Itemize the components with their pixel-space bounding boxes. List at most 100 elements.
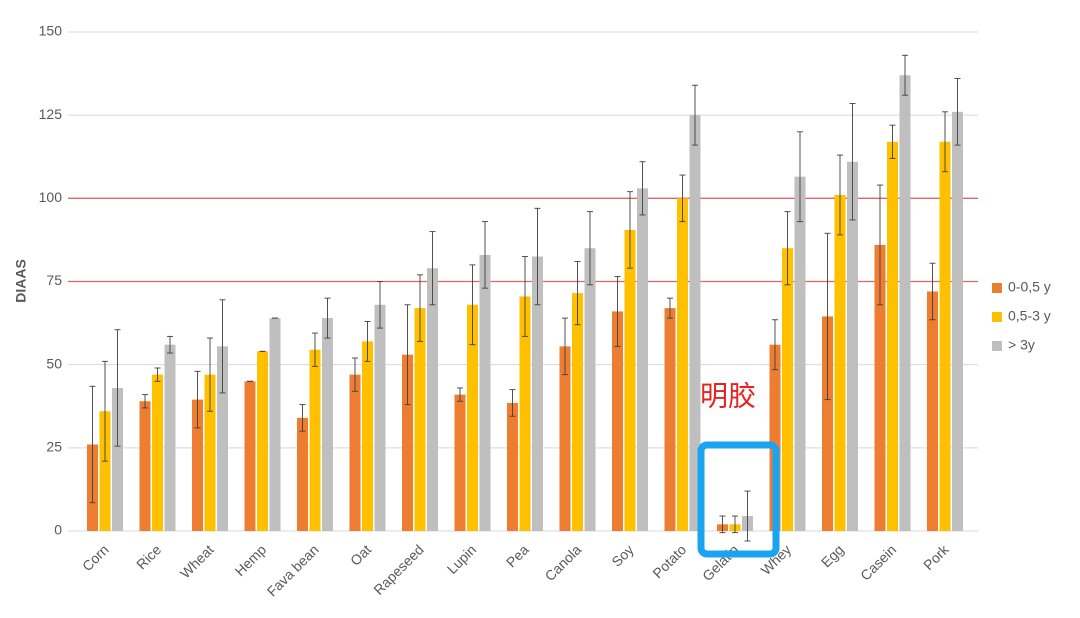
bar bbox=[519, 296, 531, 531]
x-tick-label: Pork bbox=[920, 541, 952, 573]
legend-label: 0-0,5 y bbox=[1008, 279, 1051, 295]
y-tick-label: 75 bbox=[46, 272, 62, 288]
error-bar bbox=[639, 161, 646, 216]
legend-swatch bbox=[992, 341, 1002, 351]
bar bbox=[192, 399, 203, 531]
bar bbox=[269, 318, 281, 531]
bar bbox=[244, 381, 256, 531]
x-tick-label: Canola bbox=[542, 541, 585, 584]
bar bbox=[637, 188, 648, 531]
error-bar bbox=[732, 515, 738, 534]
bar bbox=[952, 111, 963, 531]
legend-swatch bbox=[992, 283, 1002, 293]
bar bbox=[152, 374, 163, 531]
bar bbox=[612, 311, 623, 531]
error-bar bbox=[102, 360, 108, 462]
bar bbox=[349, 374, 361, 531]
y-tick-label: 125 bbox=[39, 106, 63, 122]
error-bar bbox=[299, 404, 306, 432]
error-bar bbox=[837, 154, 843, 236]
error-bar bbox=[142, 394, 148, 409]
error-bar bbox=[849, 103, 856, 221]
error-bar bbox=[692, 84, 698, 146]
error-bar bbox=[194, 370, 201, 429]
bar bbox=[532, 256, 543, 531]
bar bbox=[899, 75, 911, 531]
bar bbox=[834, 195, 846, 532]
legend-label: 0,5-3 y bbox=[1008, 308, 1051, 324]
error-bar bbox=[417, 274, 423, 342]
bar bbox=[677, 198, 688, 532]
error-bar bbox=[772, 319, 778, 371]
error-bar bbox=[429, 231, 436, 306]
error-bar bbox=[457, 387, 463, 402]
bar bbox=[769, 344, 781, 531]
error-bar bbox=[509, 389, 516, 417]
error-bar bbox=[942, 111, 948, 173]
bar bbox=[822, 316, 833, 531]
bar bbox=[467, 304, 478, 531]
x-tick-label: Wheat bbox=[177, 541, 217, 581]
error-bar bbox=[719, 515, 726, 534]
bar bbox=[939, 141, 951, 531]
x-tick-label: Pea bbox=[503, 541, 532, 570]
bar bbox=[847, 161, 858, 532]
error-bar bbox=[404, 304, 411, 406]
bar bbox=[164, 344, 176, 531]
error-bar bbox=[219, 299, 226, 394]
bar bbox=[297, 417, 308, 531]
bar bbox=[217, 346, 228, 531]
y-axis-label: DIAAS bbox=[13, 259, 29, 303]
x-tick-label: Rice bbox=[133, 541, 164, 572]
error-bar bbox=[562, 317, 568, 376]
bar bbox=[689, 115, 701, 532]
bar bbox=[362, 341, 373, 531]
error-bar bbox=[207, 337, 213, 412]
x-tick-label: Egg bbox=[818, 541, 847, 570]
bar bbox=[794, 176, 806, 531]
legend-swatch bbox=[992, 312, 1002, 322]
y-tick-label: 100 bbox=[39, 189, 63, 205]
bar bbox=[99, 411, 111, 531]
x-tick-label: Corn bbox=[79, 541, 112, 574]
error-bar bbox=[469, 264, 476, 346]
bar bbox=[559, 346, 571, 531]
error-bar bbox=[482, 221, 488, 289]
x-tick-label: Soy bbox=[608, 541, 636, 569]
error-bar bbox=[89, 385, 96, 504]
y-tick-label: 150 bbox=[39, 23, 63, 39]
highlight-box bbox=[697, 441, 780, 558]
bar bbox=[204, 374, 216, 531]
bar bbox=[927, 291, 938, 531]
error-bar bbox=[929, 262, 936, 321]
error-bar bbox=[614, 276, 621, 347]
legend-label: > 3y bbox=[1008, 337, 1035, 353]
bar bbox=[887, 141, 898, 531]
y-tick-label: 50 bbox=[46, 355, 62, 371]
error-bar bbox=[954, 78, 961, 146]
error-bar bbox=[587, 211, 593, 286]
x-tick-label: Hemp bbox=[232, 541, 270, 579]
bar bbox=[322, 318, 333, 531]
bar bbox=[139, 401, 151, 531]
error-bar bbox=[889, 124, 896, 159]
x-tick-label: Lupin bbox=[444, 541, 480, 577]
x-tick-label: Rapeseed bbox=[370, 541, 426, 597]
error-bar bbox=[167, 335, 173, 354]
bar bbox=[257, 351, 268, 531]
bar bbox=[507, 402, 518, 531]
error-bar bbox=[534, 207, 541, 306]
error-bar bbox=[377, 281, 383, 329]
error-bar bbox=[312, 332, 318, 367]
bar bbox=[624, 229, 636, 532]
y-tick-label: 25 bbox=[46, 439, 62, 455]
error-bar bbox=[679, 174, 686, 223]
error-bar bbox=[574, 261, 581, 326]
error-bar bbox=[824, 232, 831, 401]
y-tick-label: 0 bbox=[54, 522, 62, 538]
bar bbox=[782, 248, 793, 531]
error-bar bbox=[744, 490, 751, 542]
bar bbox=[454, 394, 466, 531]
error-bar bbox=[522, 256, 528, 337]
